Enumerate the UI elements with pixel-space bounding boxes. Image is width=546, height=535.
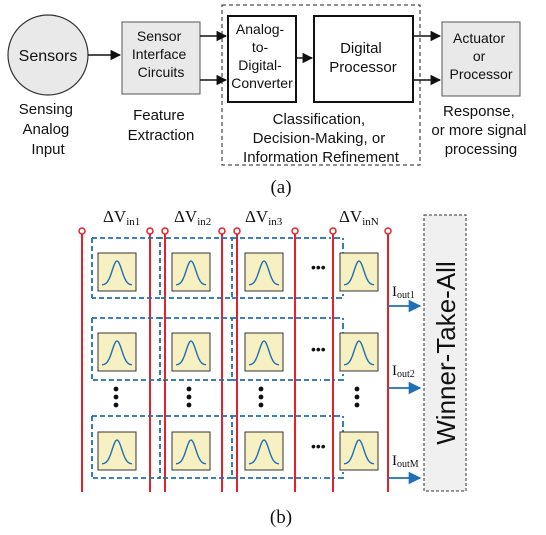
input-labels: ΔVin1 ΔVin2 ΔVin3 ΔVinN — [103, 207, 379, 228]
input-label-1: ΔVin1 — [103, 207, 140, 228]
output-label-2: Iout2 — [392, 363, 415, 380]
ellipsis-markers: ••• ••• ••• — [311, 259, 326, 454]
gaussian-curve — [175, 340, 207, 366]
row-2-wire-b — [158, 317, 320, 381]
bump-cell-grid — [97, 252, 379, 471]
gaussian-curve — [101, 340, 133, 366]
gaussian-curve — [101, 260, 133, 286]
bump-cell-box — [244, 332, 284, 372]
bump-cell — [244, 332, 284, 372]
actuator-label: Actuator or Processor — [449, 30, 512, 82]
response-caption: Response, or more signal processing — [431, 103, 530, 158]
bump-cell-box — [244, 431, 284, 471]
ellipsis-col-row1: ••• — [311, 259, 326, 275]
gaussian-curve — [343, 260, 375, 286]
feature-caption: Feature Extraction — [128, 107, 195, 144]
bump-cell — [97, 431, 137, 471]
winner-take-all-box — [423, 214, 467, 492]
terminal-2b — [218, 227, 226, 235]
terminal-2a — [161, 227, 169, 235]
interface-label: Sensor Interface Circuits — [132, 28, 190, 80]
panel-b: ΔVin1 ΔVin2 ΔVin3 ΔVinN — [78, 207, 467, 528]
bump-cell-box — [97, 431, 137, 471]
adc-box — [227, 15, 297, 103]
output-labels: Iout1 Iout2 IoutM — [392, 284, 419, 470]
bump-cell-box — [339, 252, 379, 292]
terminal-1a — [78, 227, 86, 235]
output-label-m: IoutM — [392, 453, 419, 470]
panel-b-label: (b) — [270, 507, 292, 528]
bump-cell — [171, 431, 211, 471]
terminal-nb — [384, 227, 392, 235]
bump-cell-box — [97, 252, 137, 292]
digital-processor-box — [313, 15, 414, 103]
bump-cell — [339, 332, 379, 372]
input-label-n: ΔVinN — [339, 207, 379, 228]
terminal-3a — [233, 227, 241, 235]
output-arrows — [388, 299, 422, 485]
gaussian-curve — [175, 260, 207, 286]
bump-cell — [171, 332, 211, 372]
input-label-2: ΔVin2 — [174, 207, 211, 228]
vertical-ellipsis — [113, 386, 360, 408]
gaussian-curve — [343, 439, 375, 465]
adc-label: Analog- to- Digital- Converter — [231, 21, 293, 91]
bump-cell-box — [244, 252, 284, 292]
bump-cell — [244, 431, 284, 471]
bump-cell-box — [171, 252, 211, 292]
terminal-3b — [291, 227, 299, 235]
row-1-wire-b — [158, 237, 320, 299]
input-rails — [81, 230, 389, 492]
sensing-caption: Sensing Analog Input — [19, 101, 77, 158]
gaussian-curve — [175, 439, 207, 465]
gaussian-curve — [248, 340, 280, 366]
gaussian-curve — [101, 439, 133, 465]
bump-cell-box — [339, 431, 379, 471]
terminal-na — [329, 227, 337, 235]
actuator-box — [441, 21, 521, 97]
row-m-wire — [91, 415, 161, 479]
winner-take-all-label: Winner-Take-All — [431, 261, 461, 445]
bump-cell — [339, 252, 379, 292]
sensors-label: Sensors — [19, 48, 78, 65]
digital-processor-label: Digital Processor — [329, 40, 397, 76]
bump-cell-box — [171, 431, 211, 471]
bump-cell — [97, 252, 137, 292]
ellipsis-col-row2: ••• — [311, 341, 326, 357]
gaussian-curve — [248, 439, 280, 465]
terminal-1b — [146, 227, 154, 235]
row-wiring — [91, 237, 320, 479]
processing-group-box — [221, 4, 421, 166]
ellipsis-col-rowm: ••• — [311, 438, 326, 454]
row-m-wire-b — [158, 415, 320, 479]
output-label-1: Iout1 — [392, 284, 415, 301]
row-1-wire — [91, 237, 161, 299]
gaussian-curve — [248, 260, 280, 286]
panel-a: Sensors Sensing Analog Input Sensor Inte… — [7, 4, 530, 198]
row-2-wire — [91, 317, 161, 381]
interface-box — [121, 21, 201, 95]
bump-cell-box — [97, 332, 137, 372]
bump-cell — [97, 332, 137, 372]
panel-a-label: (a) — [270, 177, 291, 198]
bump-cell-box — [171, 332, 211, 372]
bump-cell — [244, 252, 284, 292]
bump-cell-box — [339, 332, 379, 372]
classification-caption: Classification, Decision-Making, or Info… — [243, 111, 400, 166]
gaussian-curve — [343, 340, 375, 366]
bump-cell — [339, 431, 379, 471]
rail-terminals — [78, 227, 392, 235]
bump-cell — [171, 252, 211, 292]
input-label-3: ΔVin3 — [245, 207, 283, 228]
